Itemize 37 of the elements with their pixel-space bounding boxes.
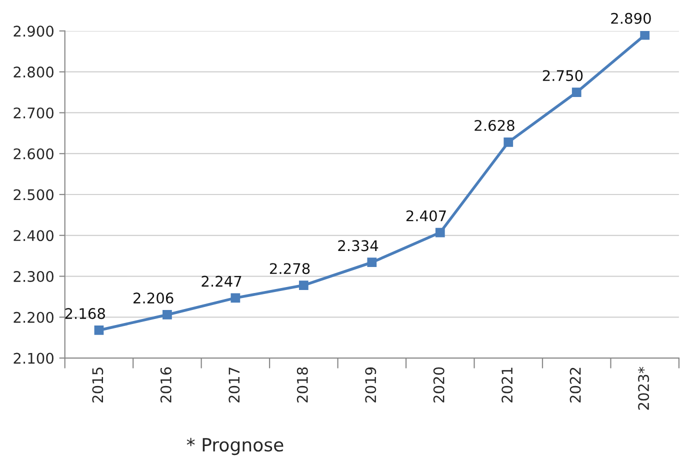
point [230,293,240,303]
text: * Prognose [186,438,284,456]
y-tick-label: 2.600 [14,148,54,160]
x-tick-label: 2023* [638,366,650,410]
x-tick-label: 2019 [365,367,376,402]
point [640,30,650,40]
y-tick-label: 2.100 [14,352,54,364]
point [504,137,514,147]
point [94,326,104,335]
data-label: 2.168 [65,308,105,320]
x-tick-label: 2018 [296,367,308,402]
data-label: 2.750 [542,70,583,82]
data-label: 2.890 [611,12,651,24]
y-tick-label: 2.200 [14,312,54,323]
data-label: 2.628 [474,120,514,132]
x-tick-label: 2015 [92,368,104,402]
y-tick-label: 2.400 [14,230,54,242]
y-tick-label: 2.800 [14,66,54,78]
data-label: 2.334 [338,240,378,252]
data-label: 2.247 [202,276,242,287]
data-label: 2.278 [270,263,310,274]
point [435,228,445,238]
x-tick-label: 2017 [228,368,240,402]
data-label: 2.206 [134,292,174,304]
y-tick-label: 2.500 [14,189,54,200]
y-tick-label: 2.900 [14,26,54,37]
x-tick-label: 2021 [502,368,513,402]
x-tick-label: 2016 [160,367,172,402]
point [298,280,308,290]
point [162,310,172,320]
x-tick-label: 2020 [433,367,444,402]
y-tick-label: 2.300 [14,270,54,282]
x-tick-label: 2022 [570,368,581,402]
point [572,88,582,97]
y-tick-label: 2.700 [14,107,54,118]
data-label: 2.407 [406,210,446,222]
point [367,258,377,268]
